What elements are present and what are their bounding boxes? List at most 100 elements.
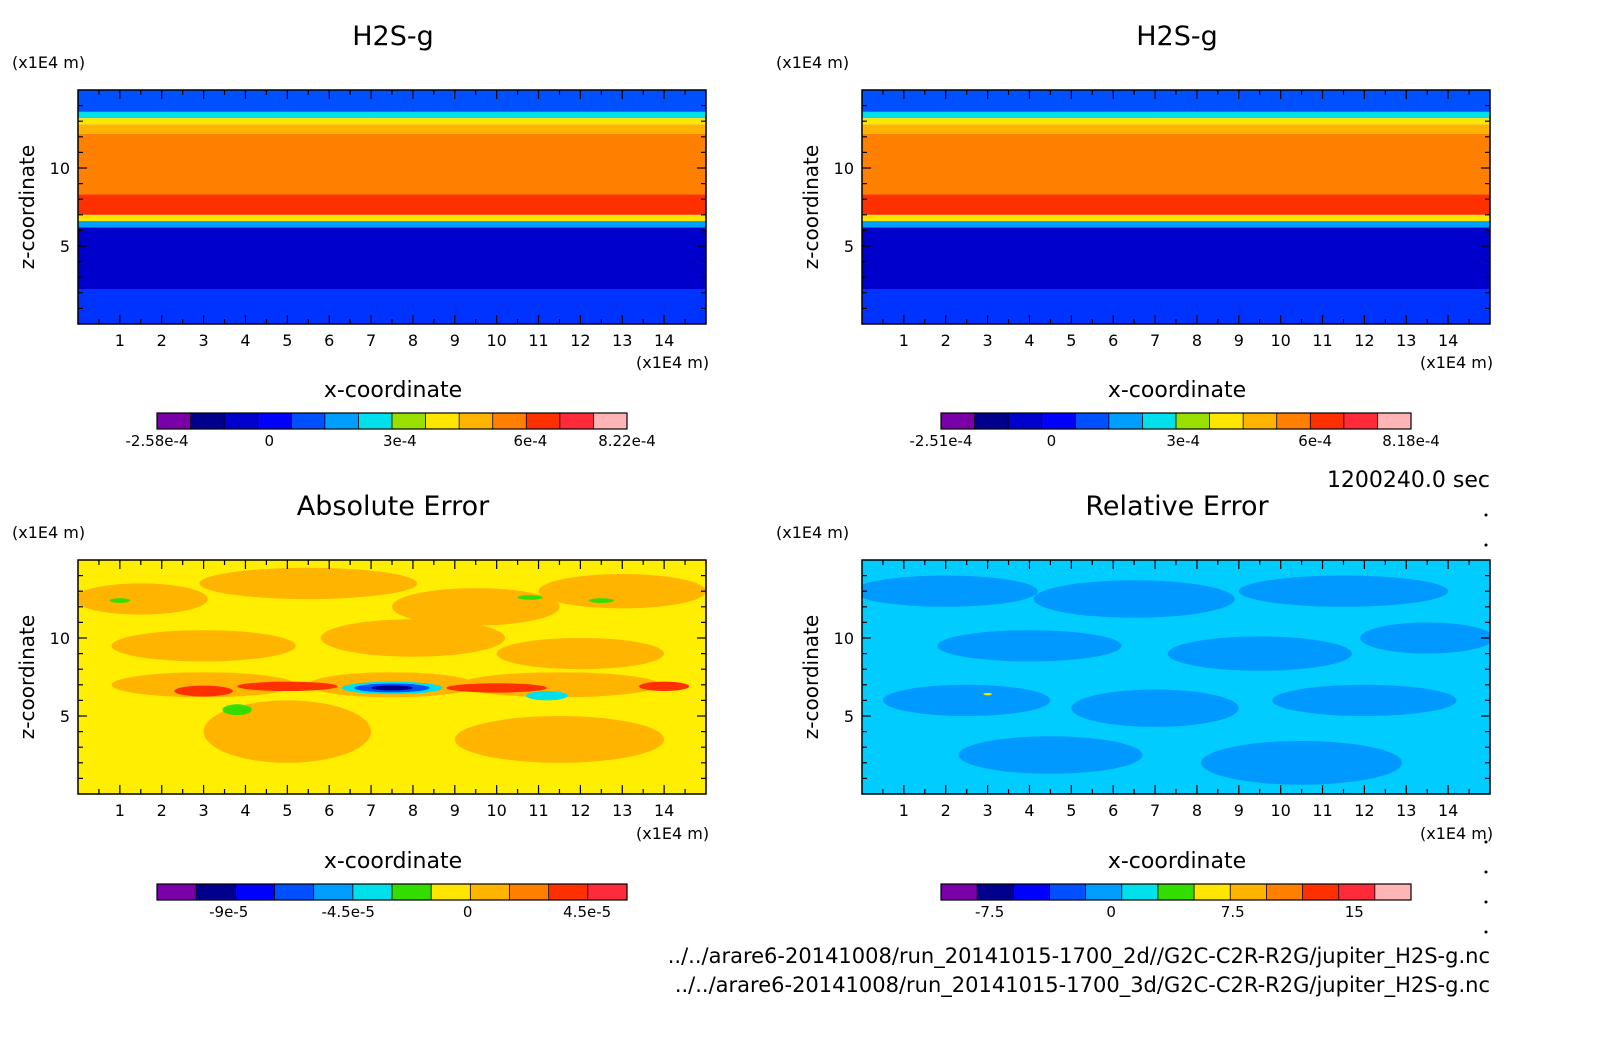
contour-region [1272,684,1457,717]
contour-region [237,681,338,692]
contour-region [525,691,568,701]
contour-region [78,583,208,615]
colorbar-tick-label: -7.5 [975,903,1004,921]
panel-title: H2S-g [352,21,434,52]
contour-region [882,684,1051,717]
colorbar-swatch [492,413,527,429]
x-tick-label: 1 [115,801,125,820]
x-tick-label: 13 [612,801,632,820]
panel-title: Relative Error [1085,491,1269,522]
contour-band [78,124,706,134]
x-tick-label: 9 [450,801,460,820]
colorbar-tick-label: 4.5e-5 [563,903,611,921]
x-tick-label: 3 [199,331,209,350]
y-tick-label: 5 [844,707,854,726]
x-tick-label: 12 [1354,801,1374,820]
x-tick-label: 8 [1192,331,1202,350]
x-tick-label: 7 [366,331,376,350]
y-tick-label: 10 [834,159,854,178]
colorbar-tick-label: 8.18e-4 [1382,432,1440,450]
colorbar-swatch [941,413,976,429]
colorbar-swatch [470,884,510,900]
x-axis-label: x-coordinate [324,378,462,403]
colorbar-swatch [941,884,978,900]
x-tick-label: 12 [570,801,590,820]
contour-band [78,93,706,112]
y-axis-label: z-coordinate [15,615,39,739]
x-axis-label: x-coordinate [1108,378,1246,403]
x-tick-label: 6 [1108,331,1118,350]
x-tick-label: 2 [941,801,951,820]
colorbar-tick-label: 0 [463,903,473,921]
x-tick-label: 3 [199,801,209,820]
colorbar-swatch [1157,884,1195,900]
x-tick-label: 1 [115,331,125,350]
x-tick-label: 11 [1312,801,1332,820]
field-0 [78,90,706,324]
contour-band [78,289,706,324]
x-tick-label: 1 [899,331,909,350]
contour-region [222,704,252,716]
contour-region [1033,580,1235,618]
colorbar-frame [940,883,1412,901]
colorbar-swatch [1075,413,1110,429]
x-unit-label: (x1E4 m) [1420,353,1493,372]
x-tick-label: 6 [324,801,334,820]
colorbar-swatch [1008,413,1043,429]
panel-title: Absolute Error [297,491,490,522]
field-2 [78,560,706,794]
colorbar-swatch [1121,884,1159,900]
x-tick-label: 10 [1270,331,1290,350]
contour-region [517,595,543,600]
contour-band [862,133,1490,195]
x-tick-label: 8 [408,331,418,350]
contour-region [1167,636,1352,671]
colorbar-swatch [526,413,561,429]
x-tick-label: 7 [1150,801,1160,820]
colorbar-swatch [274,884,315,900]
colorbar-tick-label: 0 [1047,432,1057,450]
colorbar-swatch [358,413,393,429]
colorbar-swatch [324,413,359,429]
x-tick-label: 8 [1192,801,1202,820]
contour-region [199,567,418,600]
y-tick-label: 10 [834,629,854,648]
y-tick-label: 5 [60,237,70,256]
contour-region [111,630,296,662]
x-tick-label: 10 [486,801,506,820]
x-unit-label: (x1E4 m) [636,824,709,843]
colorbar-swatch [459,413,494,429]
contour-band [78,214,706,222]
contour-region [588,598,614,603]
panel-title: H2S-g [1136,21,1218,52]
colorbar-swatch [224,413,259,429]
colorbar-swatch [431,884,471,900]
colorbar-swatch [593,413,628,429]
y-tick-label: 5 [60,707,70,726]
contour-band [862,194,1490,215]
file-path-3d: ../../arare6-20141008/run_20141015-1700_… [675,973,1490,998]
colorbar-swatch [1230,884,1267,900]
x-tick-label: 12 [1354,331,1374,350]
colorbar-swatch [1013,884,1050,900]
colorbar-tick-label: 7.5 [1221,903,1245,921]
colorbar-swatch [559,413,594,429]
contour-region [454,716,665,763]
contour-region [371,685,413,691]
contour-band [862,214,1490,222]
colorbar-swatch [548,884,589,900]
x-tick-label: 5 [282,331,292,350]
x-tick-label: 10 [486,331,506,350]
colorbar-swatch [1374,884,1412,900]
colorbar-swatch [257,413,292,429]
colorbar-swatch [352,884,393,900]
colorbar-tick-label: 3e-4 [383,432,417,450]
x-tick-label: 7 [366,801,376,820]
contour-region [639,681,690,692]
colorbar-swatch [1142,413,1177,429]
y-axis-label: z-coordinate [799,145,823,269]
